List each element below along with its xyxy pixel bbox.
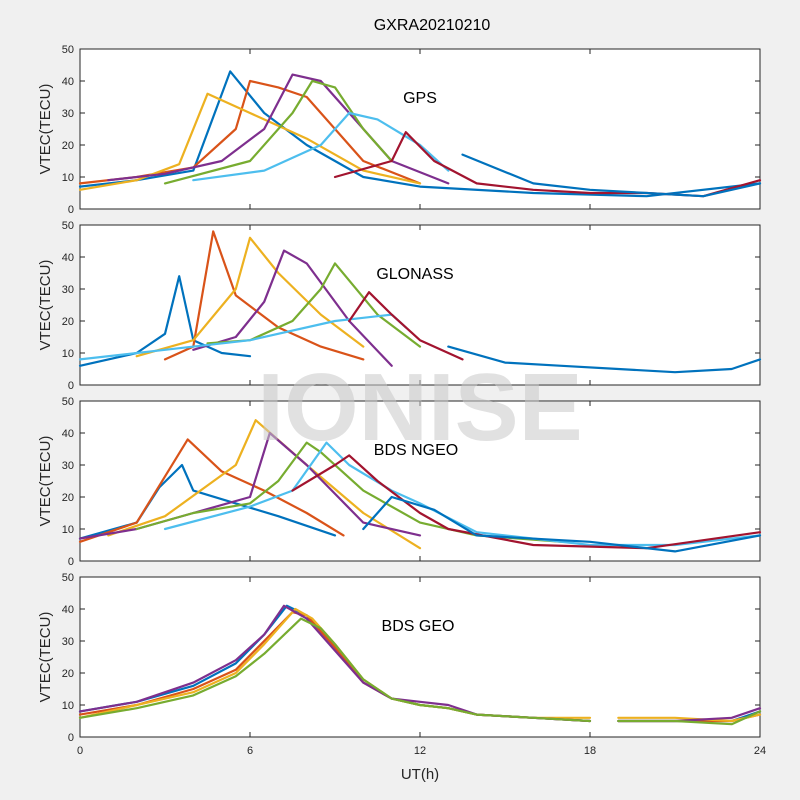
series-line-5: [78, 617, 762, 726]
y-tick-label: 20: [62, 492, 74, 504]
y-tick-label: 20: [62, 140, 74, 152]
tick-group: 0 10 20 30 40 50: [62, 44, 761, 216]
x-tick-label: 12: [414, 745, 426, 757]
y-tick-label: 50: [62, 396, 74, 408]
y-tick-label: 50: [62, 572, 74, 584]
y-axis-label: VTEC(TECU): [37, 84, 54, 175]
series-line-5: [163, 79, 393, 185]
y-tick-label: 10: [62, 172, 74, 184]
series-line-3: [107, 419, 422, 550]
series-group: [78, 419, 762, 553]
panel-label: GLONASS: [376, 266, 453, 283]
y-axis-label: VTEC(TECU): [37, 260, 54, 351]
tick-group: 0 10 20 30 40 50: [62, 220, 761, 392]
y-tick-label: 20: [62, 316, 74, 328]
bds-ngeo-panel: 0 10 20 30 40 50 VTEC(TECU) BDS NGEO: [37, 396, 762, 568]
series-line-7: [348, 291, 464, 361]
x-tick-label: 6: [247, 745, 253, 757]
y-tick-label: 30: [62, 108, 74, 120]
y-tick-label: 50: [62, 220, 74, 232]
y-tick-label: 0: [68, 556, 74, 568]
series-group: [78, 604, 762, 726]
plot-area: [79, 224, 761, 386]
y-tick-label: 10: [62, 524, 74, 536]
panel-label: BDS GEO: [382, 618, 455, 635]
y-tick-label: 0: [68, 380, 74, 392]
panel-label: BDS NGEO: [374, 442, 458, 459]
tick-group: 0 10 20 30 40 50: [62, 396, 761, 568]
series-group: [78, 230, 762, 374]
series-line-1: [78, 70, 762, 198]
glonass-panel: 0 10 20 30 40 50 VTEC(TECU) GLONASS: [37, 220, 762, 392]
series-line-6: [192, 111, 450, 182]
y-axis-label: VTEC(TECU): [37, 612, 54, 703]
y-tick-label: 20: [62, 668, 74, 680]
y-tick-label: 30: [62, 636, 74, 648]
y-tick-label: 50: [62, 44, 74, 56]
y-tick-label: 0: [68, 732, 74, 744]
y-tick-label: 30: [62, 460, 74, 472]
y-tick-label: 40: [62, 252, 74, 264]
bds-geo-panel: 0 10 20 30 40 50 0 6 12 18 24 VTEC(TECU) BDS GEO U…: [37, 572, 766, 783]
series-line-8: [362, 495, 762, 553]
series-line-8: [461, 153, 762, 198]
series-group: [78, 70, 762, 198]
y-tick-label: 40: [62, 604, 74, 616]
y-tick-label: 10: [62, 348, 74, 360]
y-tick-label: 10: [62, 700, 74, 712]
x-tick-label: 0: [77, 745, 83, 757]
y-tick-label: 0: [68, 204, 74, 216]
panel-label: GPS: [403, 90, 437, 107]
figure-title: GXRA20210210: [374, 17, 491, 34]
series-line-3: [78, 92, 422, 191]
y-axis-label: VTEC(TECU): [37, 436, 54, 527]
series-line-8: [447, 345, 762, 374]
plot-area: [79, 48, 761, 210]
gps-panel: 0 10 20 30 40 50 VTEC(TECU) GPS: [37, 44, 762, 216]
y-tick-label: 40: [62, 428, 74, 440]
plot-area: [79, 576, 761, 738]
y-tick-label: 40: [62, 76, 74, 88]
series-line-2: [78, 79, 422, 185]
watermark: IONISE: [257, 354, 582, 461]
series-line-2: [78, 438, 345, 543]
series-line-7: [291, 454, 762, 550]
y-tick-label: 30: [62, 284, 74, 296]
x-tick-label: 24: [754, 745, 766, 757]
series-line-3: [135, 236, 365, 358]
x-tick-label: 18: [584, 745, 596, 757]
tick-group: 0 10 20 30 40 50 0 6 12 18 24: [62, 572, 766, 757]
x-axis-label: UT(h): [401, 766, 439, 783]
